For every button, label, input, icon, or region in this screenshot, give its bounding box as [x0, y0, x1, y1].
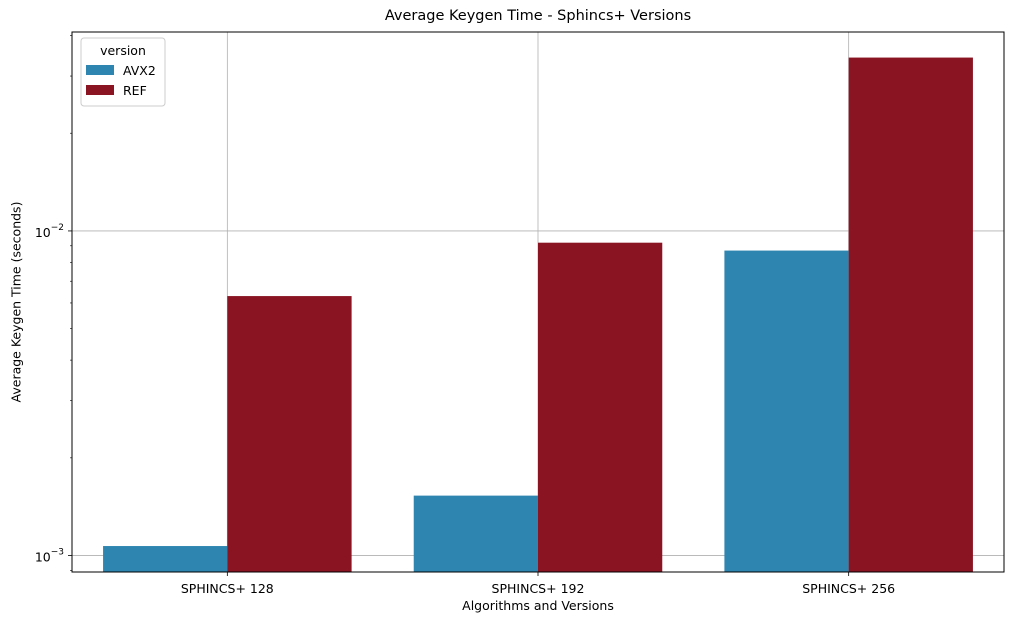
x-tick-label: SPHINCS+ 192	[492, 581, 585, 596]
legend-swatch	[86, 85, 114, 95]
y-tick-label: 10−2	[35, 223, 64, 240]
bar-ref	[538, 242, 663, 572]
legend-swatch	[86, 65, 114, 75]
y-tick-label: 10−3	[35, 548, 64, 565]
bar-ref	[227, 296, 352, 572]
chart-title: Average Keygen Time - Sphincs+ Versions	[384, 8, 692, 24]
y-tick-exponent: −3	[51, 548, 64, 558]
y-tick-exponent: −2	[51, 223, 64, 233]
legend-label: AVX2	[123, 63, 156, 78]
x-tick-label: SPHINCS+ 128	[181, 581, 274, 596]
x-tick-label: SPHINCS+ 256	[802, 581, 895, 596]
legend: version AVX2 REF	[80, 37, 166, 107]
bar-ref	[848, 57, 973, 572]
bar-avx2	[413, 495, 538, 572]
legend-label: REF	[123, 83, 147, 98]
bar-avx2	[724, 250, 849, 572]
bar-avx2	[103, 546, 228, 572]
x-axis: SPHINCS+ 128 SPHINCS+ 192 SPHINCS+ 256	[181, 572, 895, 596]
y-axis-label: Average Keygen Time (seconds)	[8, 201, 24, 403]
y-axis: 10−3 10−2	[35, 35, 72, 571]
legend-title: version	[100, 43, 146, 58]
bars	[103, 57, 973, 572]
x-axis-label: Algorithms and Versions	[462, 598, 614, 613]
